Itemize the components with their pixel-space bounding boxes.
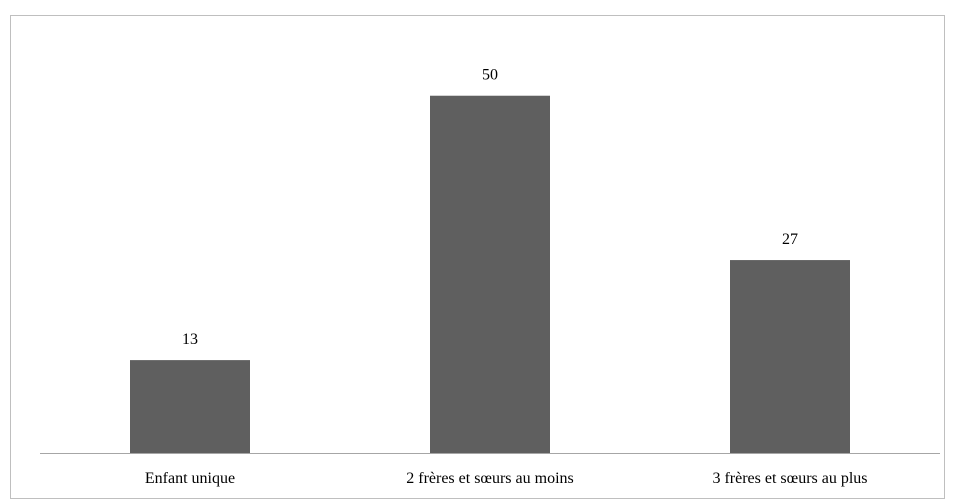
category-label-3: 3 frères et sœurs au plus	[712, 470, 867, 487]
category-label-1: Enfant unique	[145, 470, 235, 487]
bar-3	[730, 260, 850, 453]
value-label-3: 27	[782, 231, 798, 248]
bar-1	[130, 360, 250, 453]
value-label-2: 50	[482, 67, 498, 84]
value-label-1: 13	[182, 331, 198, 348]
bar-2	[430, 95, 550, 454]
value-labels-group: 13 50 27	[182, 67, 798, 348]
category-label-2: 2 frères et sœurs au moins	[406, 470, 574, 487]
bars-group	[130, 95, 850, 454]
category-labels-group: Enfant unique 2 frères et sœurs au moins 3…	[145, 470, 868, 487]
